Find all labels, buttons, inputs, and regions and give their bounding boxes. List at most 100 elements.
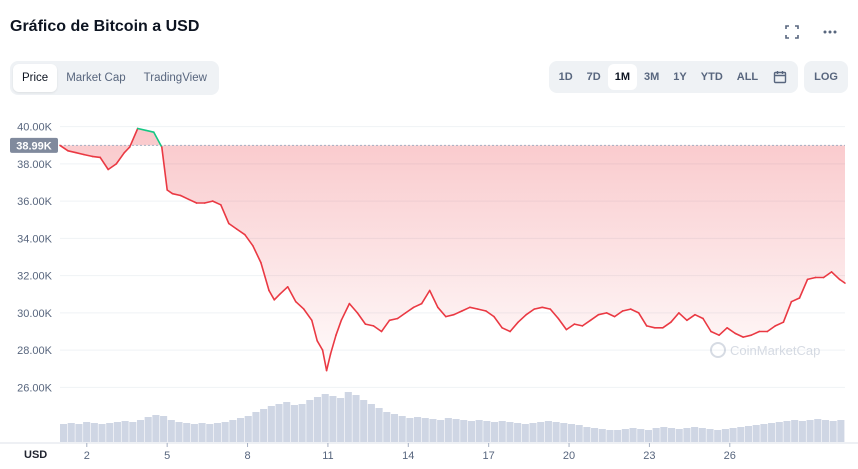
price-line-segment: [806, 276, 817, 281]
price-line-segment: [260, 261, 270, 292]
range-all[interactable]: ALL: [736, 71, 759, 83]
price-line-segment: [557, 317, 568, 331]
volume-bar: [498, 421, 506, 442]
tab-price[interactable]: Price: [13, 64, 58, 92]
price-line-segment: [123, 146, 131, 154]
volume-bar: [252, 412, 260, 442]
price-line-segment: [501, 327, 511, 333]
price-line-segment: [99, 156, 109, 171]
volume-bar: [598, 429, 606, 442]
range-ytd[interactable]: YTD: [700, 71, 723, 83]
volume-bar: [306, 400, 314, 442]
more-icon[interactable]: [822, 24, 838, 40]
range-1y[interactable]: 1Y: [673, 71, 687, 83]
price-line-segment: [179, 194, 190, 201]
fullscreen-icon[interactable]: [784, 24, 800, 40]
volume-bar: [267, 406, 275, 442]
log-scale-toggle[interactable]: LOG: [814, 71, 838, 83]
volume-bar: [737, 427, 745, 442]
volume-bar: [75, 424, 83, 442]
volume-bar: [175, 422, 183, 442]
volume-bar: [683, 428, 691, 442]
price-line-segment: [525, 308, 536, 316]
price-line-segment: [144, 129, 155, 134]
time-range-selector: 1D 7D 1M 3M 1Y YTD ALL LOG: [548, 61, 848, 93]
volume-bar: [167, 420, 175, 442]
price-line-segment: [302, 308, 313, 322]
y-tick-label: 26.00K: [17, 382, 53, 394]
volume-bar: [744, 426, 753, 442]
volume-bar: [290, 405, 298, 442]
range-group: 1D 7D 1M 3M 1Y YTD ALL: [548, 61, 799, 93]
price-line-segment: [509, 321, 519, 333]
volume-bar: [621, 429, 629, 442]
volume-bar: [106, 423, 114, 442]
price-line-segment: [236, 228, 246, 236]
price-chart-svg: 40.00K 38.00K 36.00K 34.00K 32.00K 30.00K 28.0…: [0, 122, 858, 462]
volume-bar: [367, 404, 375, 442]
volume-bar: [190, 424, 198, 442]
x-tick-label: 2: [84, 450, 90, 462]
price-line-segment: [573, 323, 584, 327]
price-line-segment: [742, 334, 753, 338]
volume-bar: [475, 420, 483, 442]
watermark-text: CoinMarketCap: [730, 343, 820, 358]
price-line-segment: [244, 233, 254, 247]
range-1d[interactable]: 1D: [558, 71, 573, 83]
volume-bar: [490, 422, 499, 442]
price-line-segment: [316, 340, 324, 351]
volume-bar: [783, 421, 791, 442]
volume-bar: [560, 423, 568, 442]
price-line-segment: [153, 131, 163, 148]
price-line-segment: [766, 325, 777, 333]
x-tick-label: 5: [164, 450, 170, 462]
header-actions: [784, 24, 838, 40]
range-3m[interactable]: 3M: [644, 71, 660, 83]
calendar-icon[interactable]: [765, 64, 795, 90]
price-line-segment: [356, 312, 367, 325]
price-line-segment: [798, 278, 809, 299]
volume-bar: [529, 423, 537, 442]
price-line-segment: [286, 286, 297, 303]
volume-bar: [90, 423, 98, 442]
price-line-segment: [517, 313, 528, 323]
y-tick-label: 40.00K: [17, 122, 53, 134]
tab-tradingview[interactable]: TradingView: [143, 72, 207, 84]
volume-bar: [136, 420, 145, 442]
price-chart[interactable]: 40.00K 38.00K 36.00K 34.00K 32.00K 30.00K 28.0…: [0, 100, 858, 469]
volume-bar: [344, 392, 352, 442]
page-title: Gráfico de Bitcoin a USD: [10, 18, 200, 35]
volume-bar: [775, 422, 783, 442]
price-line-segment: [452, 310, 463, 316]
volume-bar: [575, 425, 583, 442]
range-7d[interactable]: 7D: [586, 71, 601, 83]
price-line-segment: [166, 189, 174, 195]
price-line-segment: [597, 312, 608, 316]
range-1m[interactable]: 1M: [607, 64, 638, 90]
x-tick-label: 14: [402, 450, 414, 462]
volume-bar: [160, 416, 168, 442]
volume-bar: [821, 420, 830, 442]
volume-bar: [768, 423, 776, 442]
volume-bar: [614, 430, 622, 442]
volume-bar: [483, 421, 491, 442]
price-line-segment: [420, 289, 431, 305]
price-line-segment: [589, 313, 600, 322]
volume-bar: [714, 430, 722, 442]
x-tick-label: 8: [244, 450, 250, 462]
price-line-segment: [364, 323, 375, 327]
tab-market-cap[interactable]: Market Cap: [66, 72, 126, 84]
volume-bar: [213, 423, 222, 442]
price-line-segment: [461, 306, 471, 312]
price-line-segment: [493, 315, 503, 329]
volume-bar: [144, 417, 152, 442]
price-line-segment: [549, 308, 560, 320]
price-line-segment: [83, 153, 93, 158]
volume-bar: [729, 428, 737, 442]
volume-bar: [721, 429, 729, 442]
volume-bar: [798, 421, 806, 442]
price-line-segment: [581, 319, 592, 327]
volume-bar: [60, 424, 68, 442]
current-price-tag: 38.99K: [10, 137, 58, 153]
price-line-segment: [734, 332, 745, 338]
